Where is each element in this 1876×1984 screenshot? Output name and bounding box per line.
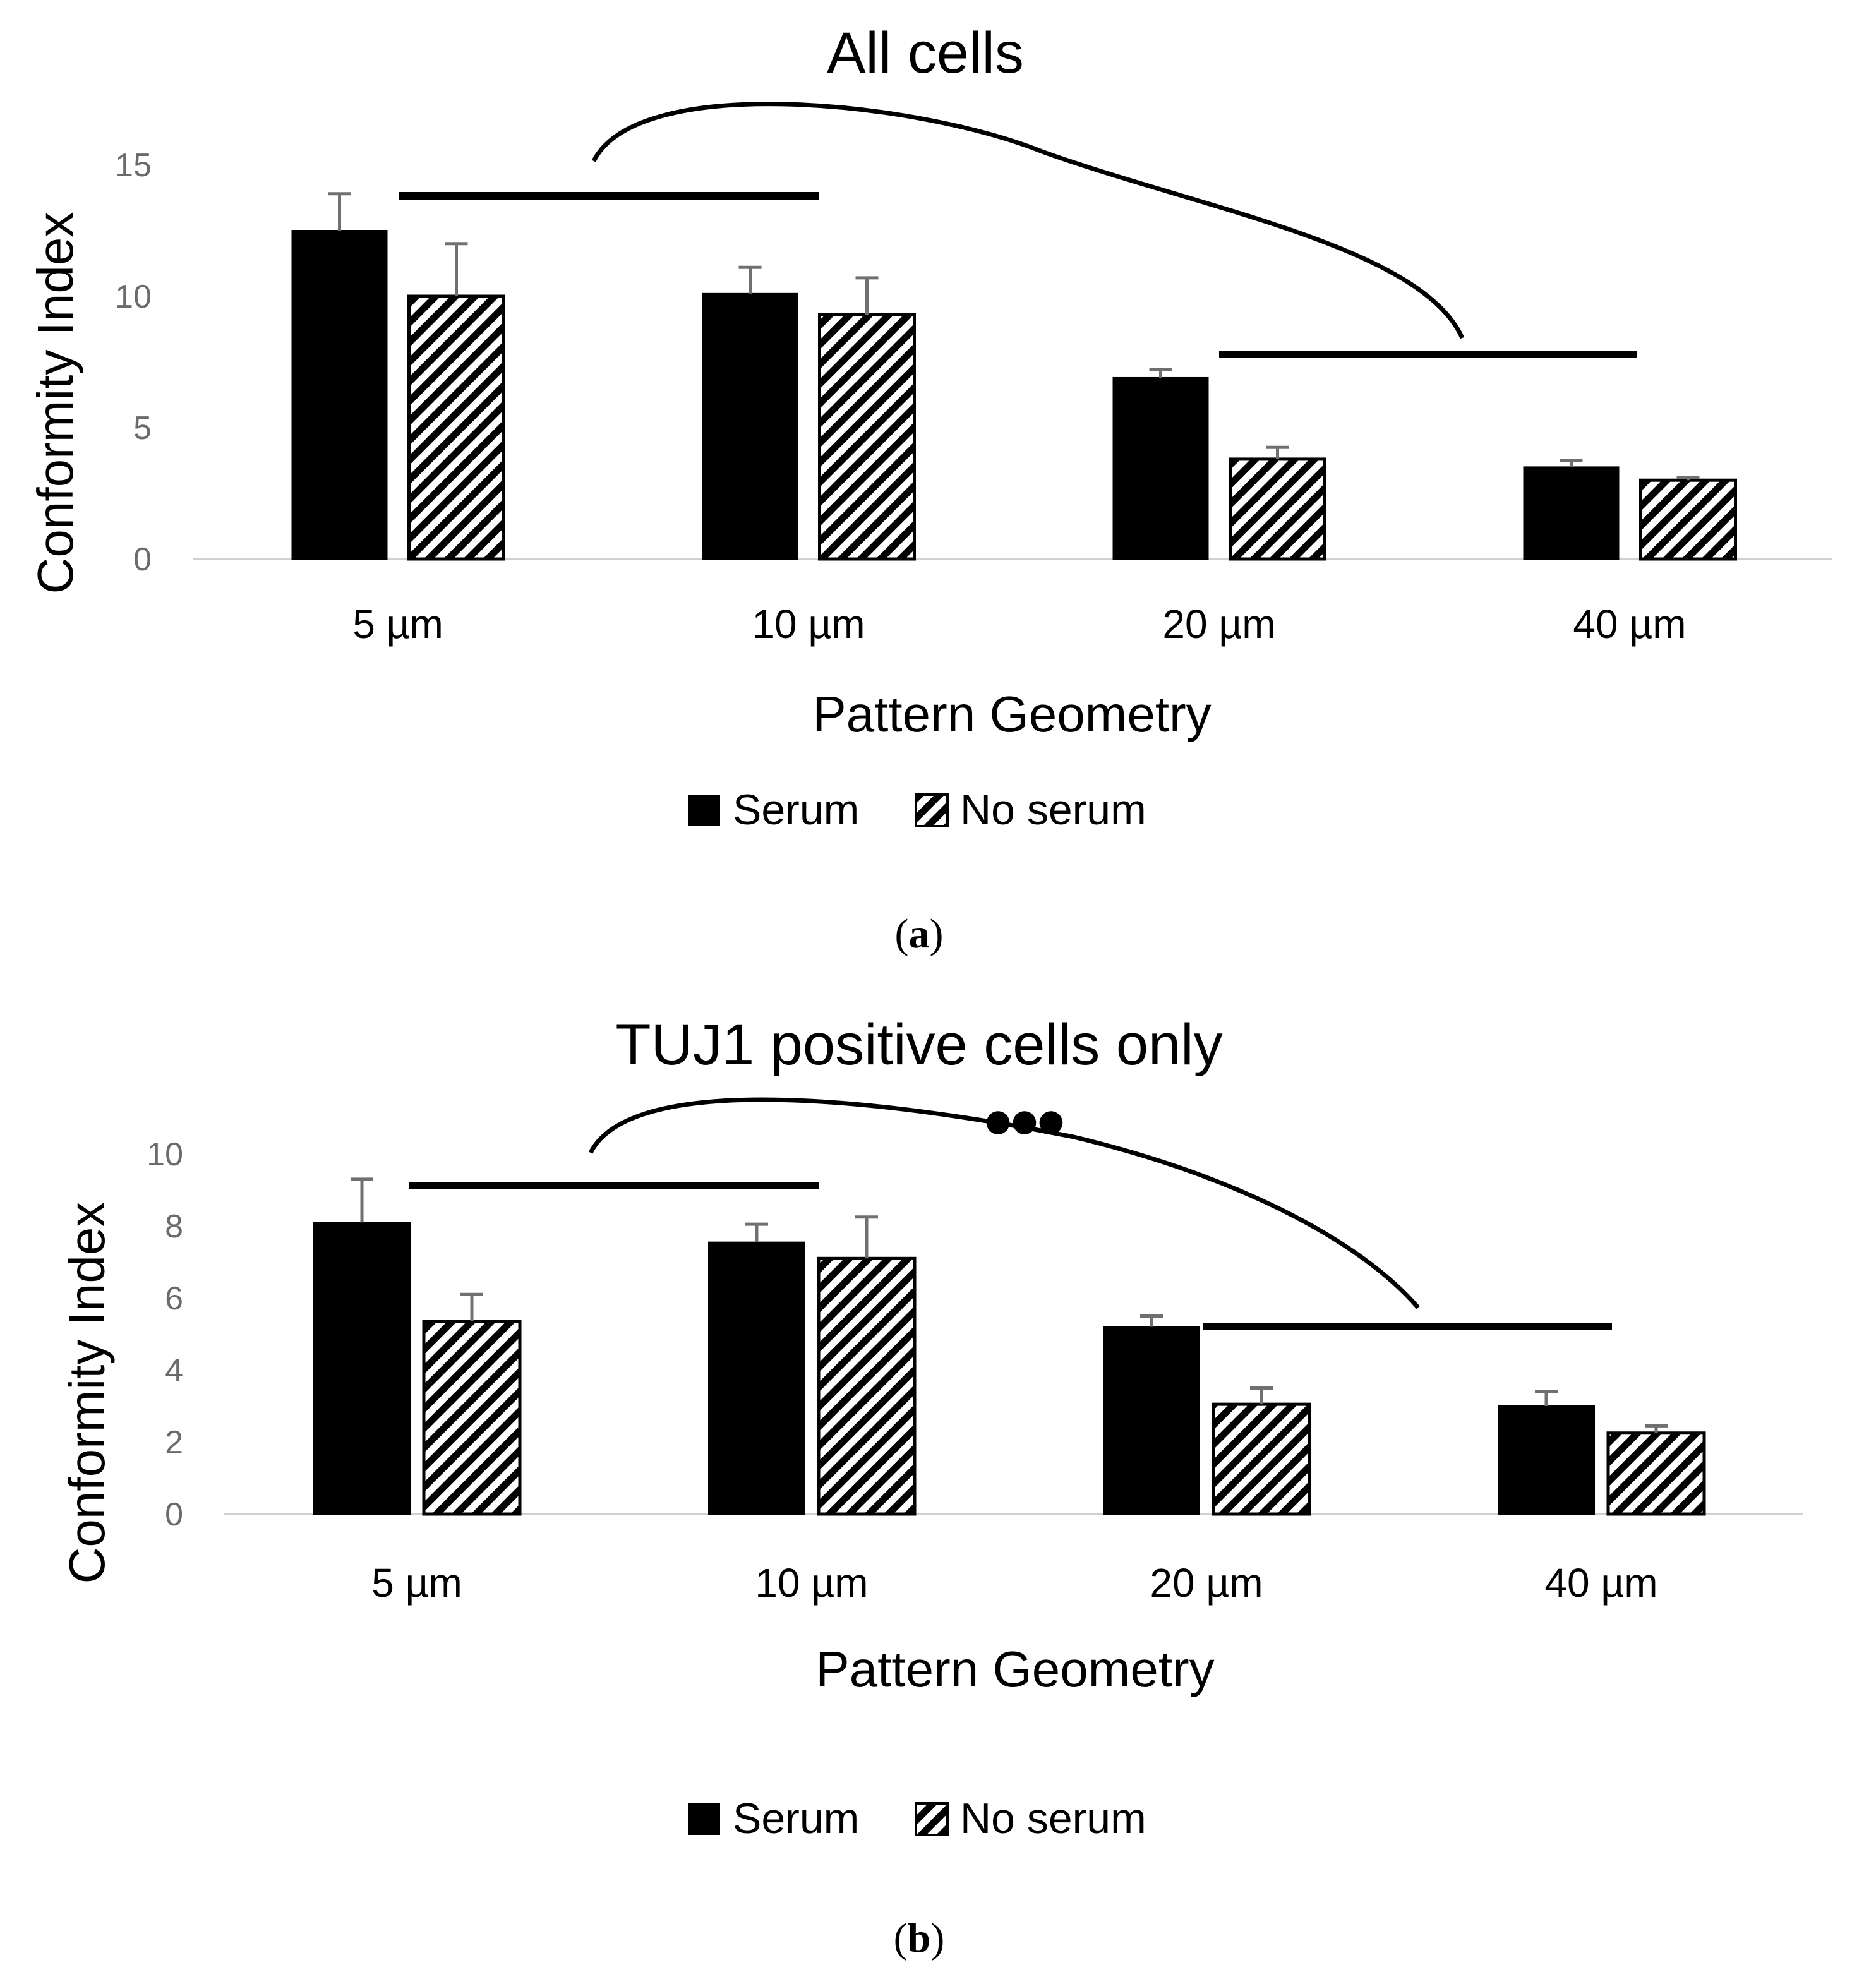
y-tick-label: 15 [115, 147, 152, 184]
bar-no-serum [1606, 1431, 1706, 1516]
bar-serum [708, 1241, 805, 1515]
legend: Serum No serum [688, 786, 1146, 834]
bar-serum [291, 230, 388, 560]
y-tick-label: 8 [165, 1208, 183, 1245]
caption-open: ( [895, 911, 909, 957]
y-axis-label: Conformity Index [59, 1202, 115, 1584]
x-tick-label: 5 µm [352, 601, 443, 647]
panel-caption: (b) [894, 1915, 945, 1961]
x-tick-label: 20 µm [1162, 601, 1275, 647]
caption-open: ( [894, 1915, 908, 1961]
caption-letter: b [908, 1915, 931, 1961]
caption-close: ) [930, 1915, 944, 1961]
y-tick-label: 0 [133, 541, 152, 578]
bar-no-serum [1639, 478, 1737, 561]
x-tick-label: 40 µm [1573, 601, 1686, 647]
bar-serum [702, 292, 798, 560]
bar-serum [1523, 466, 1620, 560]
legend-label-serum: Serum [733, 1795, 859, 1843]
legend-label-no-serum: No serum [960, 786, 1146, 834]
legend-swatch-no-serum [915, 793, 949, 827]
plot-area: 0 5 10 15 5 µm 10 µm 20 µm 40 µm [115, 147, 1832, 647]
y-tick-label: 4 [165, 1352, 183, 1389]
legend-swatch-serum [688, 795, 720, 826]
x-tick-label: 10 µm [755, 1560, 868, 1606]
x-axis-label: Pattern Geometry [812, 686, 1211, 742]
significance-arc [588, 1097, 1420, 1309]
y-axis-label: Conformity Index [27, 212, 83, 594]
y-tick-label: 10 [147, 1136, 183, 1173]
plot-area: 0 2 4 6 8 10 5 µm 10 µm 20 µm 40 µm [147, 1136, 1803, 1606]
bar-no-serum [407, 294, 505, 561]
bar-no-serum [818, 313, 916, 561]
y-tick-label: 6 [165, 1280, 183, 1317]
y-tick-label: 10 [115, 279, 152, 315]
bar-no-serum [1212, 1402, 1311, 1516]
x-tick-label: 5 µm [371, 1560, 462, 1606]
x-tick-label: 10 µm [752, 601, 865, 647]
caption-close: ) [930, 911, 944, 957]
x-tick-label: 20 µm [1150, 1560, 1263, 1606]
caption-letter: a [909, 911, 930, 957]
y-tick-label: 0 [165, 1496, 183, 1533]
bar-no-serum [817, 1256, 917, 1516]
chart-title: TUJ1 positive cells only [615, 1013, 1222, 1077]
panel-caption: (a) [895, 911, 944, 957]
significance-marker: ●●● [985, 1103, 1064, 1138]
panel-b: TUJ1 positive cells only Conformity Inde… [59, 1013, 1803, 1961]
bar-serum [1498, 1405, 1595, 1515]
bar-serum [1103, 1326, 1200, 1515]
legend-label-serum: Serum [733, 786, 859, 834]
x-tick-label: 40 µm [1544, 1560, 1657, 1606]
y-tick-label: 2 [165, 1424, 183, 1461]
legend-label-no-serum: No serum [960, 1795, 1146, 1843]
chart-title: All cells [827, 21, 1024, 85]
significance-arc [591, 102, 1465, 339]
bar-serum [1112, 376, 1209, 560]
legend: Serum No serum [688, 1795, 1146, 1843]
y-tick-label: 5 [133, 410, 152, 447]
panel-a: All cells Conformity Index Pattern Geome… [27, 21, 1832, 957]
legend-swatch-no-serum [915, 1802, 949, 1836]
bar-no-serum [422, 1320, 522, 1516]
x-axis-label: Pattern Geometry [815, 1641, 1214, 1697]
legend-swatch-serum [688, 1803, 720, 1835]
bar-serum [313, 1222, 411, 1515]
bar-no-serum [1229, 457, 1326, 561]
